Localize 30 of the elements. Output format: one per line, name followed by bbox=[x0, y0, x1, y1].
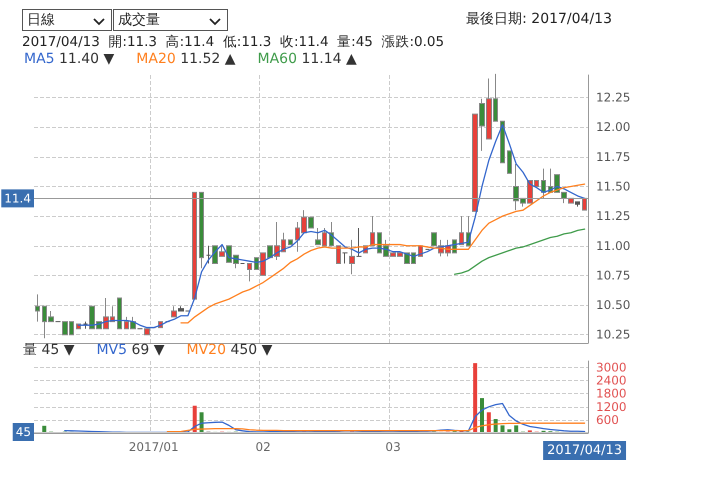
y-tick-label: 11.25 bbox=[596, 209, 630, 224]
y-tick-label: 11.00 bbox=[596, 238, 630, 253]
x-tick-label: 2017/01 bbox=[128, 440, 179, 454]
ref-line-label: 45 bbox=[16, 425, 31, 440]
x-tick-label: 2017/04/13 bbox=[547, 443, 622, 458]
y-tick-label: 10.75 bbox=[596, 268, 630, 282]
ref-line-label: 11.4 bbox=[4, 191, 31, 206]
y-tick-label: 3000 bbox=[596, 360, 627, 375]
text: MV5 69 ▼ bbox=[96, 342, 165, 358]
x-tick-label: 03 bbox=[385, 440, 401, 454]
text: 量 45 ▼ bbox=[23, 342, 75, 358]
x-tick-label: 02 bbox=[255, 440, 271, 454]
y-tick-label: 1200 bbox=[596, 400, 627, 414]
y-tick-label: 10.25 bbox=[596, 328, 630, 342]
dropdown: 日線 bbox=[22, 9, 112, 31]
chart-title: 最後日期: 2017/04/13 bbox=[466, 10, 612, 28]
text: MA20 11.52 ▲ bbox=[136, 51, 236, 67]
y-tick-label: 10.50 bbox=[596, 298, 630, 312]
y-tick-label: 2400 bbox=[596, 374, 627, 388]
y-tick-label: 12.25 bbox=[596, 90, 630, 105]
chart-subtitle: 2017/04/13 開:11.3 高:11.4 低:11.3 收:11.4 量:45 漲跌:0.05 bbox=[22, 33, 444, 51]
y-tick-label: 11.75 bbox=[596, 150, 630, 164]
y-tick-label: 12.00 bbox=[596, 120, 630, 134]
text: MA5 11.40 ▼ bbox=[24, 51, 115, 67]
dropdown: 成交量 bbox=[113, 9, 228, 31]
y-tick-label: 600 bbox=[596, 412, 619, 427]
y-tick-label: 11.50 bbox=[596, 179, 630, 194]
text: MA60 11.14 ▲ bbox=[258, 51, 357, 67]
y-tick-label: 1800 bbox=[596, 386, 627, 401]
text: MV20 450 ▼ bbox=[186, 342, 273, 358]
